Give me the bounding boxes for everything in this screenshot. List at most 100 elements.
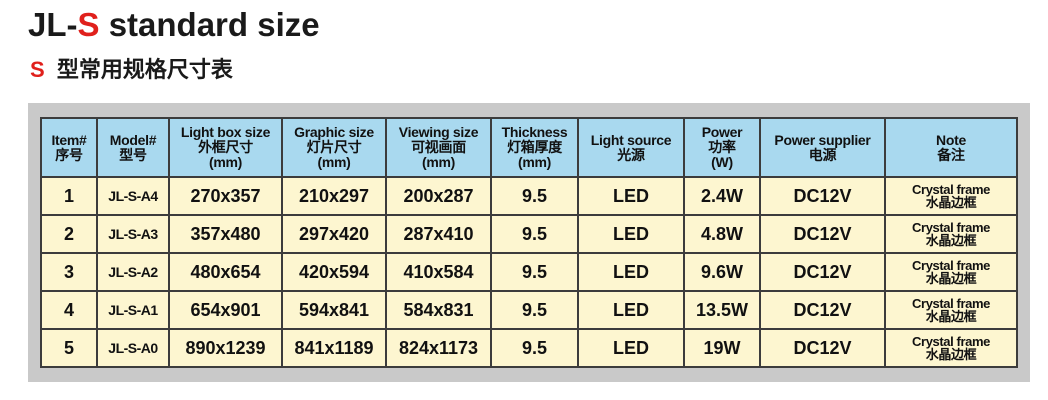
header-cell: Graphic size 灯片尺寸 (mm): [281, 117, 387, 178]
table-row: 5 JL-S-A0 890x1239 841x1189 824x1173 9.5 LED 19…: [40, 328, 1018, 368]
note-cell: Crystal frame 水晶边框: [884, 328, 1018, 368]
header-line: 序号: [55, 146, 83, 163]
header-line: Power: [701, 124, 743, 140]
header-cell: Power 功率 (W): [683, 117, 761, 178]
note-line: Crystal frame: [912, 220, 990, 235]
table-cell: DC12V: [759, 176, 886, 216]
header-line: Thickness: [501, 124, 568, 140]
table-cell: 654x901: [168, 290, 283, 330]
title-prefix: JL-: [28, 6, 78, 43]
header-line: 功率: [708, 139, 736, 155]
table-cell: 1: [40, 176, 98, 216]
header-cell: Viewing size 可视画面 (mm): [385, 117, 492, 178]
header-cell: Light box size 外框尺寸 (mm): [168, 117, 283, 178]
table-cell: JL-S-A0: [96, 328, 170, 368]
header-line: 灯箱厚度: [507, 139, 562, 155]
table-cell: 13.5W: [683, 290, 761, 330]
table-cell: 357x480: [168, 214, 283, 254]
header-line: 外框尺寸: [198, 139, 253, 155]
table-cell: DC12V: [759, 328, 886, 368]
table-cell: 584x831: [385, 290, 492, 330]
header-line: Graphic size: [294, 124, 374, 140]
header-line: 型号: [119, 146, 147, 163]
table-cell: 841x1189: [281, 328, 387, 368]
table-cell: 9.5: [490, 328, 579, 368]
header-cell: Thickness 灯箱厚度 (mm): [490, 117, 579, 178]
note-line: 水晶边框: [925, 195, 977, 210]
table-cell: DC12V: [759, 214, 886, 254]
table-cell: 210x297: [281, 176, 387, 216]
header-line: Light box size: [180, 124, 271, 140]
table-cell: 9.5: [490, 290, 579, 330]
table-cell: 9.5: [490, 214, 579, 254]
table-cell: 9.6W: [683, 252, 761, 292]
note-line: 水晶边框: [925, 347, 977, 362]
table-cell: 297x420: [281, 214, 387, 254]
subtitle-text: 型常用规格尺寸表: [56, 57, 233, 82]
header-cell: Power supplier 电源: [759, 117, 886, 178]
header-line: (W): [711, 154, 733, 170]
table-cell: LED: [577, 214, 685, 254]
note-line: 水晶边框: [925, 233, 977, 248]
table-cell: 287x410: [385, 214, 492, 254]
table-cell: 480x654: [168, 252, 283, 292]
title-suffix: standard size: [108, 6, 320, 43]
table-cell: JL-S-A3: [96, 214, 170, 254]
table-frame: Item# 序号 Model# 型号 Light box size 外框尺寸 (mm) Gra…: [28, 103, 1030, 382]
header-line: (mm): [517, 154, 552, 170]
table-cell: 594x841: [281, 290, 387, 330]
header-cell: Item# 序号: [40, 117, 98, 178]
note-line: 水晶边框: [925, 271, 977, 286]
table-cell: JL-S-A4: [96, 176, 170, 216]
header-cell: Light source 光源: [577, 117, 685, 178]
header-line: 备注: [937, 146, 965, 163]
header-line: 光源: [617, 146, 645, 163]
header-line: Note: [936, 131, 966, 148]
table-row: 3 JL-S-A2 480x654 420x594 410x584 9.5 LED 9.6W D…: [40, 252, 1018, 292]
table-row: 2 JL-S-A3 357x480 297x420 287x410 9.5 LED 4.8W D…: [40, 214, 1018, 254]
table-cell: 200x287: [385, 176, 492, 216]
table-cell: 824x1173: [385, 328, 492, 368]
table-cell: 5: [40, 328, 98, 368]
table-cell: LED: [577, 252, 685, 292]
table-cell: DC12V: [759, 252, 886, 292]
table-cell: 9.5: [490, 176, 579, 216]
note-cell: Crystal frame 水晶边框: [884, 252, 1018, 292]
table-cell: 410x584: [385, 252, 492, 292]
subtitle: S 型常用规格尺寸表: [30, 52, 233, 84]
header-line: 可视画面: [411, 139, 466, 155]
table-cell: DC12V: [759, 290, 886, 330]
header-line: (mm): [421, 154, 456, 170]
note-line: Crystal frame: [912, 182, 990, 197]
table-cell: 3: [40, 252, 98, 292]
note-line: Crystal frame: [912, 334, 990, 349]
header-line: (mm): [208, 154, 243, 170]
table-cell: LED: [577, 328, 685, 368]
header-line: Viewing size: [398, 124, 479, 140]
table-cell: 420x594: [281, 252, 387, 292]
table-cell: LED: [577, 176, 685, 216]
table-cell: JL-S-A1: [96, 290, 170, 330]
note-line: Crystal frame: [912, 296, 990, 311]
table-row: 1 JL-S-A4 270x357 210x297 200x287 9.5 LED 2.4W D…: [40, 176, 1018, 216]
note-cell: Crystal frame 水晶边框: [884, 214, 1018, 254]
note-line: Crystal frame: [912, 258, 990, 273]
table-cell: 2.4W: [683, 176, 761, 216]
header-row: Item# 序号 Model# 型号 Light box size 外框尺寸 (mm) Gra…: [40, 117, 1018, 178]
table-row: 4 JL-S-A1 654x901 594x841 584x831 9.5 LED 13.5W…: [40, 290, 1018, 330]
table-cell: JL-S-A2: [96, 252, 170, 292]
header-line: (mm): [317, 154, 351, 170]
note-line: 水晶边框: [925, 309, 977, 324]
table-cell: 4: [40, 290, 98, 330]
subtitle-highlight: S: [30, 57, 45, 82]
table-cell: 890x1239: [168, 328, 283, 368]
header-cell: Note 备注: [884, 117, 1018, 178]
header-cell: Model# 型号: [96, 117, 170, 178]
header-line: 电源: [808, 146, 837, 163]
spec-table: Item# 序号 Model# 型号 Light box size 外框尺寸 (mm) Gra…: [40, 117, 1018, 368]
header-line: Item#: [51, 131, 87, 148]
table-cell: 9.5: [490, 252, 579, 292]
table-cell: 4.8W: [683, 214, 761, 254]
title-highlight: S: [77, 6, 100, 43]
